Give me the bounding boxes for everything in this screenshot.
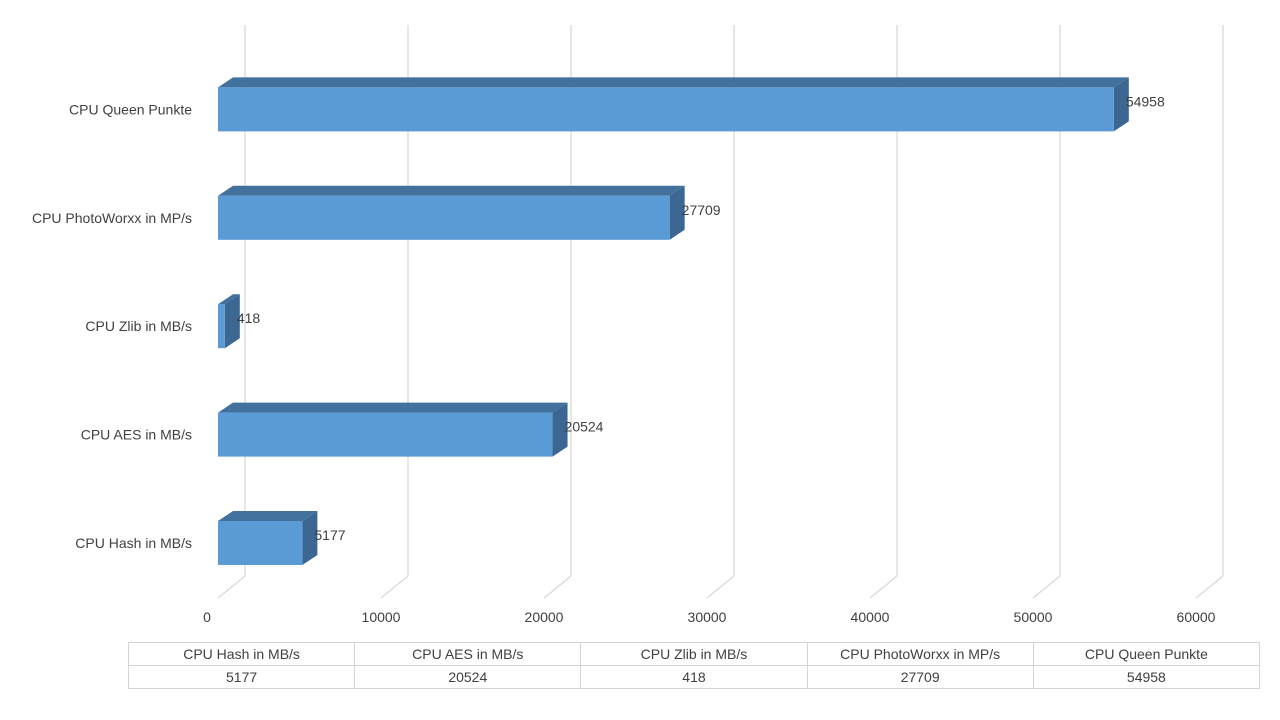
category-label: CPU PhotoWorxx in MP/s	[32, 210, 192, 226]
x-tick-label: 30000	[688, 609, 727, 625]
gridline-floor	[217, 575, 246, 599]
category-label: CPU Hash in MB/s	[75, 535, 192, 551]
data-table-value-cell: 5177	[127, 665, 356, 689]
data-label: 5177	[314, 527, 345, 543]
data-table-value-cell: 20524	[354, 665, 582, 689]
bar-top-face	[218, 402, 568, 413]
category-label: CPU Queen Punkte	[69, 101, 192, 117]
data-table-value-cell: 27709	[806, 665, 1034, 689]
x-tick-label: 20000	[525, 609, 564, 625]
bar-top-face	[218, 77, 1129, 88]
bar-side-face	[1113, 77, 1129, 132]
gridline-floor	[1195, 575, 1224, 599]
gridline-floor	[543, 575, 572, 599]
bar-side-face	[224, 294, 240, 349]
bar-top-face	[218, 294, 240, 305]
bar-side-face	[552, 402, 568, 457]
bar	[218, 412, 553, 457]
x-tick-label: 40000	[851, 609, 890, 625]
bars	[218, 77, 1129, 565]
bar-side-face	[302, 511, 318, 565]
bar-top-face	[218, 511, 318, 521]
category-label: CPU Zlib in MB/s	[85, 318, 192, 334]
data-label: 54958	[1126, 93, 1165, 109]
bar	[218, 87, 1114, 132]
data-table-category-cell: CPU AES in MB/s	[354, 642, 582, 666]
bar	[218, 521, 303, 565]
data-table-value-cell: 418	[580, 665, 808, 689]
data-label: 20524	[565, 419, 604, 435]
labels: 0 10000 20000 30000 40000 50000 60000 5177 CPU H…	[32, 93, 1216, 625]
data-table-category-cell: CPU Queen Punkte	[1032, 642, 1261, 666]
data-table-category-cell: CPU PhotoWorxx in MP/s	[806, 642, 1034, 666]
category-label: CPU AES in MB/s	[81, 427, 192, 443]
gridline-floor	[1032, 575, 1061, 599]
bar-side-face	[669, 185, 685, 240]
bar-top-face	[218, 185, 685, 196]
bar	[218, 304, 225, 349]
bar	[218, 195, 670, 240]
x-tick-label: 50000	[1014, 609, 1053, 625]
data-label: 418	[237, 310, 261, 326]
gridline-floor	[869, 575, 898, 599]
x-tick-label: 0	[203, 609, 211, 625]
x-tick-label: 10000	[362, 609, 401, 625]
data-table-value-cell: 54958	[1032, 665, 1261, 689]
data-table-category-cell: CPU Zlib in MB/s	[580, 642, 808, 666]
gridline-floor	[380, 575, 409, 599]
gridline-floor	[706, 575, 735, 599]
data-table: CPU Hash in MB/s CPU AES in MB/s CPU Zlib …	[127, 642, 1261, 689]
data-label: 27709	[682, 202, 721, 218]
data-table-category-cell: CPU Hash in MB/s	[127, 642, 356, 666]
x-tick-label: 60000	[1177, 609, 1216, 625]
bar-chart: 0 10000 20000 30000 40000 50000 60000 5177 CPU H…	[32, 25, 1224, 625]
data-table-value-row: 5177 20524 418 27709 54958	[127, 665, 1261, 689]
data-table-header-row: CPU Hash in MB/s CPU AES in MB/s CPU Zlib …	[127, 642, 1261, 666]
